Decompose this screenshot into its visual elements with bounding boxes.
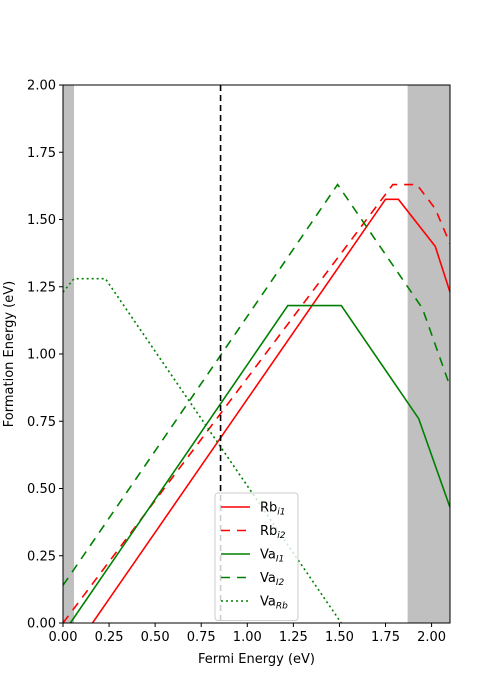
y-tick-label: 0.00 [27,617,56,632]
x-tick-label: 0.50 [141,630,170,645]
x-tick-label: 1.50 [325,630,354,645]
x-axis-label: Fermi Energy (eV) [198,652,315,667]
x-tick-label: 1.25 [279,630,308,645]
x-axis-ticks: 0.00 0.25 0.50 0.75 1.00 1.25 1.50 1.75 2.00 [49,623,447,645]
series-line-va-rb [63,279,341,623]
y-tick-label: 0.25 [27,549,56,564]
y-axis-label: Formation Energy (eV) [2,281,17,427]
x-tick-label: 0.00 [49,630,78,645]
y-tick-label: 1.75 [27,146,56,161]
y-tick-label: 0.75 [27,415,56,430]
x-tick-label: 0.75 [187,630,216,645]
y-tick-label: 0.50 [27,482,56,497]
x-tick-label: 1.00 [233,630,262,645]
x-tick-label: 1.75 [371,630,400,645]
y-tick-label: 1.00 [27,348,56,363]
y-tick-label: 1.50 [27,213,56,228]
y-tick-label: 2.00 [27,79,56,94]
x-tick-label: 0.25 [95,630,124,645]
y-tick-label: 1.25 [27,280,56,295]
x-tick-label: 2.00 [417,630,446,645]
y-axis-ticks: 0.00 0.25 0.50 0.75 1.00 1.25 1.50 1.75 2.00 [27,79,63,632]
shaded-region-0 [63,85,74,623]
shaded-region-1 [408,85,450,623]
